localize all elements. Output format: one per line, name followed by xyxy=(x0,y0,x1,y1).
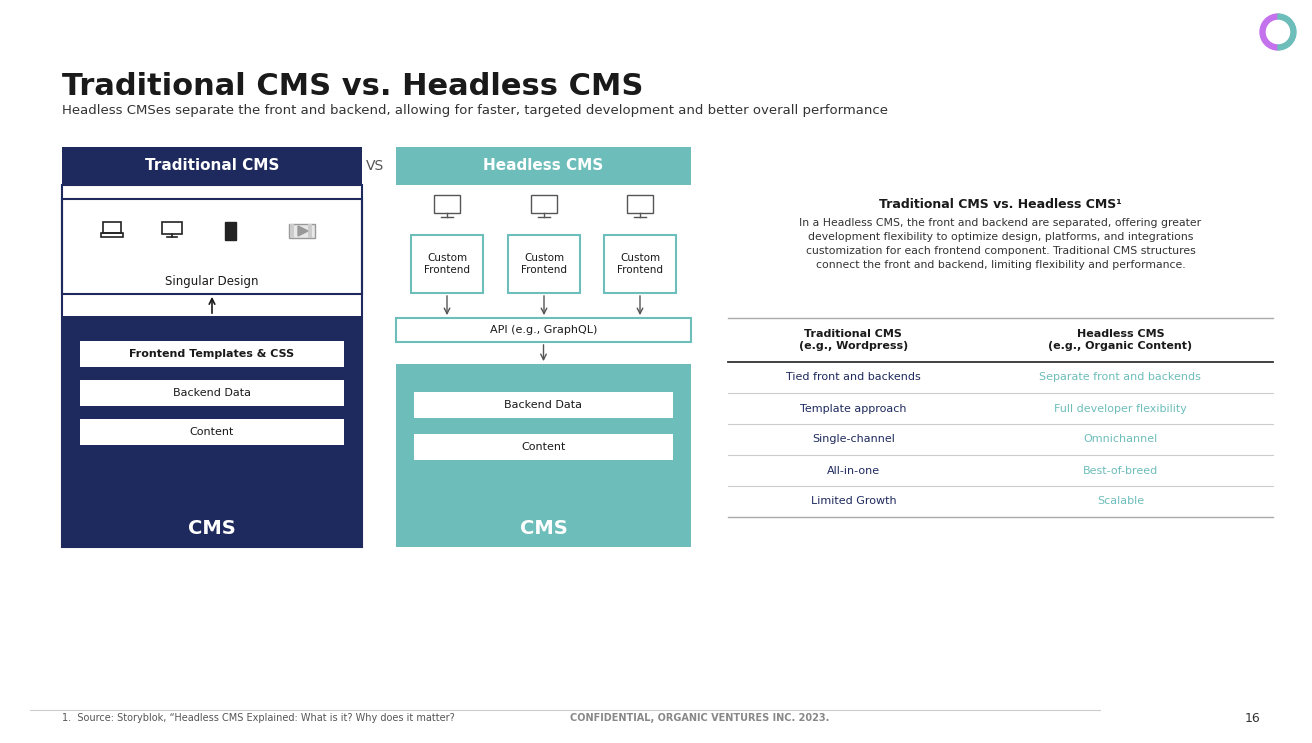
FancyBboxPatch shape xyxy=(396,147,691,185)
Text: Singular Design: Singular Design xyxy=(165,276,258,288)
Text: Single-channel: Single-channel xyxy=(812,435,895,444)
Text: Headless CMS
(e.g., Organic Content): Headless CMS (e.g., Organic Content) xyxy=(1048,329,1193,351)
Text: Frontend Templates & CSS: Frontend Templates & CSS xyxy=(130,349,295,359)
Text: Traditional CMS
(e.g., Wordpress): Traditional CMS (e.g., Wordpress) xyxy=(799,329,908,351)
FancyBboxPatch shape xyxy=(415,392,673,418)
Text: Limited Growth: Limited Growth xyxy=(811,496,896,507)
Text: 16: 16 xyxy=(1244,712,1260,724)
Text: Separate front and backends: Separate front and backends xyxy=(1039,372,1202,383)
Text: Best-of-breed: Best-of-breed xyxy=(1082,466,1158,476)
Text: Headless CMS: Headless CMS xyxy=(483,158,604,174)
Text: CMS: CMS xyxy=(520,519,567,539)
Text: All-in-one: All-in-one xyxy=(827,466,880,476)
FancyBboxPatch shape xyxy=(396,318,691,342)
Text: VS: VS xyxy=(366,159,384,173)
Wedge shape xyxy=(1260,14,1278,50)
Text: Custom
Frontend: Custom Frontend xyxy=(521,253,567,275)
Text: Traditional CMS vs. Headless CMS¹: Traditional CMS vs. Headless CMS¹ xyxy=(879,198,1122,211)
Text: Template approach: Template approach xyxy=(800,403,907,414)
FancyBboxPatch shape xyxy=(290,224,294,239)
Text: Headless CMSes separate the front and backend, allowing for faster, targeted dev: Headless CMSes separate the front and ba… xyxy=(62,104,888,117)
FancyBboxPatch shape xyxy=(80,380,344,406)
Text: CMS: CMS xyxy=(188,519,236,539)
FancyBboxPatch shape xyxy=(80,341,344,367)
FancyBboxPatch shape xyxy=(508,235,580,293)
Text: Full developer flexibility: Full developer flexibility xyxy=(1054,403,1187,414)
Wedge shape xyxy=(1278,14,1296,50)
Polygon shape xyxy=(298,226,308,236)
Text: In a Headless CMS, the front and backend are separated, offering greater
develop: In a Headless CMS, the front and backend… xyxy=(799,218,1202,270)
FancyBboxPatch shape xyxy=(62,199,362,294)
Text: Scalable: Scalable xyxy=(1097,496,1144,507)
Text: Tied front and backends: Tied front and backends xyxy=(786,372,921,383)
Text: Omnichannel: Omnichannel xyxy=(1084,435,1157,444)
Text: Custom
Frontend: Custom Frontend xyxy=(424,253,470,275)
FancyBboxPatch shape xyxy=(308,224,312,239)
Text: Traditional CMS vs. Headless CMS: Traditional CMS vs. Headless CMS xyxy=(62,72,643,101)
Text: Backend Data: Backend Data xyxy=(173,388,251,398)
FancyBboxPatch shape xyxy=(80,419,344,445)
FancyBboxPatch shape xyxy=(604,235,676,293)
Text: Content: Content xyxy=(521,442,565,452)
Text: Content: Content xyxy=(190,427,234,437)
Text: Custom
Frontend: Custom Frontend xyxy=(617,253,663,275)
FancyBboxPatch shape xyxy=(396,364,691,547)
FancyBboxPatch shape xyxy=(224,222,235,240)
FancyBboxPatch shape xyxy=(289,224,315,239)
Text: Backend Data: Backend Data xyxy=(505,400,583,410)
FancyBboxPatch shape xyxy=(62,147,362,185)
Text: CONFIDENTIAL, ORGANIC VENTURES INC. 2023.: CONFIDENTIAL, ORGANIC VENTURES INC. 2023… xyxy=(571,713,829,723)
Text: Traditional CMS: Traditional CMS xyxy=(144,158,279,174)
Text: API (e.g., GraphQL): API (e.g., GraphQL) xyxy=(489,325,597,335)
FancyBboxPatch shape xyxy=(411,235,483,293)
FancyBboxPatch shape xyxy=(62,316,362,547)
Text: 1.  Source: Storyblok, “Headless CMS Explained: What is it? Why does it matter?: 1. Source: Storyblok, “Headless CMS Expl… xyxy=(62,713,455,723)
FancyBboxPatch shape xyxy=(415,434,673,460)
